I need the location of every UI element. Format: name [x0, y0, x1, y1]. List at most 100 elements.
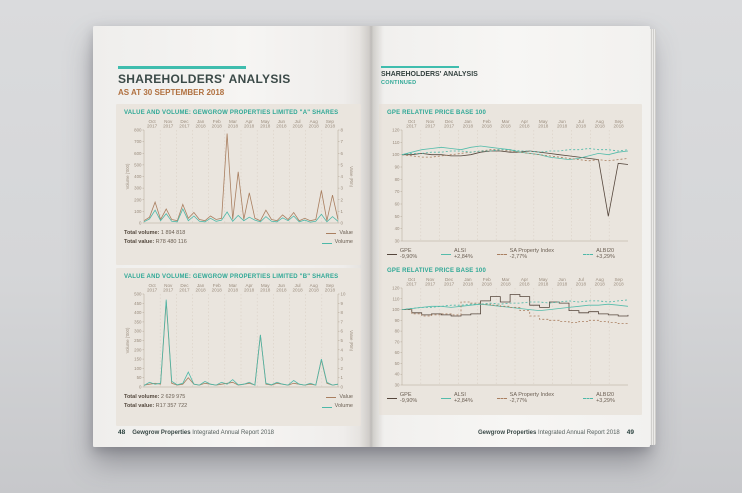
- legend-label: SA Property Index -2,77%: [509, 248, 555, 260]
- legend-label: Volume: [334, 239, 353, 246]
- chart-title: VALUE AND VOLUME: GEWGROW PROPERTIES LIM…: [124, 274, 339, 280]
- legend-item: Value: [322, 393, 353, 402]
- svg-text:2: 2: [341, 366, 344, 371]
- svg-text:300: 300: [134, 186, 142, 191]
- right-page-footer: Gewgrow Properties Integrated Annual Rep…: [478, 429, 634, 436]
- legend-swatch-icon: [441, 397, 451, 399]
- legend-item: ALSI +2,84%: [441, 248, 486, 260]
- svg-text:90: 90: [395, 165, 400, 170]
- svg-text:8: 8: [341, 128, 344, 133]
- legend-swatch-icon: [496, 397, 507, 399]
- legend-item: ALSI +2,84%: [441, 392, 486, 404]
- chart-footer: Total volume: 2 629 975 Total value: R17 …: [124, 393, 353, 412]
- page-stack-edges: [650, 29, 656, 445]
- legend-swatch-icon: [387, 397, 397, 399]
- chart-svg: Oct 2017 Nov 2017 Dec 2017 Jan 2018 Feb 2018 Mar 20…: [125, 119, 353, 226]
- value-volume-chart-b: Oct 2017 Nov 2017 Dec 2017 Jan 2018 Feb 2018 Mar 20…: [124, 282, 353, 390]
- legend-label: SA Property Index -2,77%: [509, 392, 555, 404]
- relative-price-chart-2: Oct 2017 Nov 2017 Dec 2017 Jan 2018 Feb 2018 Mar 20…: [387, 276, 634, 388]
- svg-text:0: 0: [139, 221, 142, 226]
- svg-text:0: 0: [341, 221, 344, 226]
- legend-item: Value: [322, 229, 353, 238]
- svg-text:2: 2: [341, 197, 344, 202]
- chart-panel-b-shares: VALUE AND VOLUME: GEWGROW PROPERTIES LIM…: [116, 268, 361, 426]
- svg-text:3: 3: [341, 186, 344, 191]
- chart-title: GPE RELATIVE PRICE BASE 100: [387, 268, 486, 274]
- svg-text:100: 100: [134, 209, 142, 214]
- legend-swatch-icon: [496, 253, 507, 255]
- chart-panel-relative-price-2: GPE RELATIVE PRICE BASE 100 Oct 2017 Nov 20…: [379, 262, 642, 415]
- report-name: Gewgrow Properties Integrated Annual Rep…: [478, 429, 620, 436]
- chart-panel-relative-price-1: GPE RELATIVE PRICE BASE 100 Oct 2017 Nov 20…: [379, 104, 642, 271]
- legend-label: Value: [339, 230, 353, 236]
- svg-text:4: 4: [341, 347, 344, 352]
- svg-text:600: 600: [134, 151, 142, 156]
- svg-text:4: 4: [341, 174, 344, 179]
- page-subtitle-continued: CONTINUED: [381, 80, 417, 86]
- legend-item: ALBI20 +3,29%: [583, 392, 634, 404]
- series-gpe: [402, 150, 629, 217]
- svg-text:200: 200: [134, 197, 142, 202]
- series-alsi: [401, 145, 629, 161]
- legend-label: GPE -9,90%: [399, 248, 418, 260]
- svg-text:7: 7: [341, 319, 344, 324]
- series-sa-property-index: [401, 149, 629, 162]
- svg-text:50: 50: [395, 214, 400, 219]
- legend-item: Volume: [321, 238, 353, 247]
- page-number: 48: [118, 429, 126, 436]
- svg-text:1: 1: [341, 375, 344, 380]
- svg-text:120: 120: [392, 128, 400, 133]
- left-page-footer: 48 Gewgrow Properties Integrated Annual …: [118, 429, 274, 436]
- svg-text:30: 30: [395, 383, 400, 388]
- svg-text:200: 200: [134, 347, 142, 352]
- legend-label: ALBI20 +3,29%: [596, 392, 615, 404]
- total-line: Total volume: 2 629 975: [124, 394, 186, 400]
- svg-text:9: 9: [341, 301, 344, 306]
- svg-text:80: 80: [395, 329, 400, 334]
- left-page: SHAREHOLDERS' ANALYSIS AS AT 30 SEPTEMBE…: [93, 26, 371, 447]
- series-volume: [143, 208, 339, 223]
- page-number: 49: [626, 429, 634, 436]
- chart-totals: Total volume: 2 629 975 Total value: R17 …: [124, 393, 187, 410]
- right-page: SHAREHOLDERS' ANALYSIS CONTINUED GPE REL…: [371, 26, 656, 447]
- legend-item: SA Property Index -2,77%: [496, 392, 572, 404]
- legend-item: GPE -9,90%: [387, 248, 430, 260]
- chart-legend: GPE -9,90% ALSI +2,84% SA Property Index -…: [387, 392, 634, 404]
- svg-text:6: 6: [341, 151, 344, 156]
- chart-panel-a-shares: VALUE AND VOLUME: GEWGROW PROPERTIES LIM…: [116, 104, 361, 265]
- svg-text:7: 7: [341, 139, 344, 144]
- svg-text:5: 5: [341, 162, 344, 167]
- svg-text:150: 150: [134, 357, 142, 362]
- series-albi20: [401, 148, 629, 156]
- svg-text:110: 110: [393, 296, 401, 301]
